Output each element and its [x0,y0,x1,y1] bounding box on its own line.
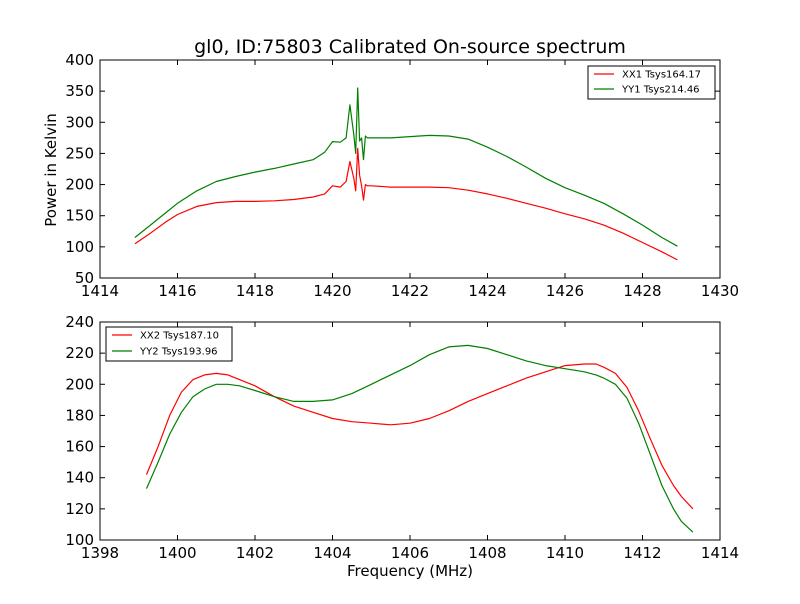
legend-label-yy1: YY1 Tsys214.46 [621,85,700,96]
bottom-plot: Frequency (MHz) 1398 1400 1402 1404 1406 1408… [65,313,739,580]
bottom-x-tick-label: 1398 [81,544,119,562]
bottom-axis-ticks: 1398 1400 1402 1404 1406 1408 1410 1412 1414 100 1… [65,313,739,562]
top-x-tick-label: 1430 [701,282,739,300]
top-y-tick-label: 200 [65,176,94,194]
x-axis-label-bottom: Frequency (MHz) [347,562,473,580]
bottom-series-line-green [145,344,694,533]
bottom-x-tick-label: 1412 [623,544,661,562]
bottom-x-tick-label: 1408 [468,544,506,562]
top-x-tick-label: 1424 [468,282,506,300]
bottom-y-tick-label: 180 [65,406,94,424]
y-axis-label-top: Power in Kelvin [42,113,60,227]
top-x-tick-label: 1426 [546,282,584,300]
top-x-tick-label: 1428 [623,282,661,300]
bottom-legend-box [105,326,233,362]
legend-label-yy2: YY2 Tsys193.96 [139,347,218,358]
top-x-tick-label: 1414 [81,282,119,300]
legend-label-xx1: XX1 Tsys164.17 [622,70,701,81]
top-y-tick-label: 50 [75,269,94,287]
top-x-tick-label: 1420 [313,282,351,300]
top-y-tick-label: 350 [65,82,94,100]
legend-label-xx2: XX2 Tsys187.10 [140,331,219,342]
top-x-tick-label: 1418 [236,282,274,300]
bottom-legend: XX2 Tsys187.10 YY2 Tsys193.96 [105,326,233,362]
top-y-tick-label: 100 [65,238,94,256]
top-x-tick-label: 1416 [158,282,196,300]
top-plot: gl0, ID:75803 Calibrated On-source spect… [42,36,739,300]
bottom-y-tick-label: 160 [65,438,94,456]
bottom-y-tick-label: 100 [65,531,94,549]
bottom-y-tick-label: 240 [65,313,94,331]
bottom-x-tick-label: 1414 [701,544,739,562]
top-y-tick-label: 300 [65,113,94,131]
bottom-x-tick-label: 1406 [391,544,429,562]
top-y-tick-label: 250 [65,144,94,162]
bottom-x-tick-label: 1410 [546,544,584,562]
bottom-y-tick-label: 140 [65,469,94,487]
bottom-x-tick-label: 1400 [158,544,196,562]
top-legend: XX1 Tsys164.17 YY1 Tsys214.46 [587,65,716,100]
bottom-y-tick-label: 120 [65,500,94,518]
top-legend-box [587,65,716,100]
top-y-tick-label: 400 [65,51,94,69]
bottom-y-tick-label: 220 [65,344,94,362]
top-series-line-green [134,87,678,247]
chart-title: gl0, ID:75803 Calibrated On-source spect… [194,36,626,58]
top-axis-ticks: 1414 1416 1418 1420 1422 1424 1426 1428 1430 50 10… [65,51,739,300]
top-x-tick-label: 1422 [391,282,429,300]
bottom-series-group [145,344,694,533]
top-series-line-red [134,147,678,261]
bottom-series-line-red [145,363,694,510]
top-series-group [134,87,678,261]
bottom-x-tick-label: 1404 [313,544,351,562]
bottom-y-tick-label: 200 [65,375,94,393]
top-y-tick-label: 150 [65,207,94,225]
bottom-x-tick-label: 1402 [236,544,274,562]
